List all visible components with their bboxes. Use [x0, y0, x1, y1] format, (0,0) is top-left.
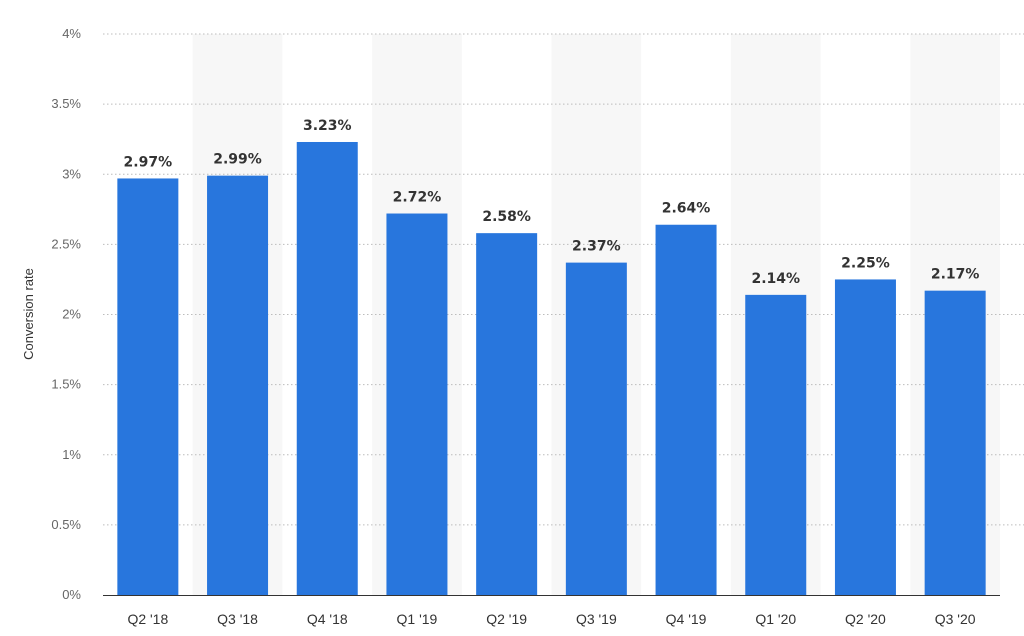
y-tick-label: 1% — [62, 447, 81, 462]
data-label: 2.25% — [841, 255, 890, 271]
x-tick-label: Q3 '18 — [217, 611, 258, 627]
bar — [745, 294, 807, 595]
y-tick-label: 0.5% — [51, 517, 81, 532]
x-tick-label: Q1 '19 — [397, 611, 438, 627]
y-tick-label: 2% — [62, 307, 81, 322]
data-label: 2.97% — [124, 154, 173, 170]
y-tick-label: 0% — [62, 587, 81, 602]
bar — [117, 178, 179, 595]
x-tick-label: Q3 '19 — [576, 611, 617, 627]
data-label: 2.72% — [393, 190, 442, 206]
data-label: 2.64% — [662, 201, 711, 217]
bar — [655, 224, 717, 596]
x-tick-label: Q4 '19 — [666, 611, 707, 627]
data-label: 2.14% — [751, 271, 800, 287]
x-tick-label: Q2 '18 — [127, 611, 168, 627]
data-label: 2.99% — [213, 152, 262, 168]
y-tick-label: 3.5% — [51, 96, 81, 111]
data-label: 3.23% — [303, 118, 352, 134]
x-tick-label: Q2 '19 — [486, 611, 527, 627]
x-tick-label: Q4 '18 — [307, 611, 348, 627]
y-tick-label: 1.5% — [51, 377, 81, 392]
data-label: 2.37% — [572, 239, 621, 255]
x-axis-ticks: Q2 '18 Q3 '18 Q4 '18 Q1 '19 Q2 '19 Q3 '19 Q4 '… — [127, 611, 975, 627]
bar — [386, 213, 448, 595]
data-label: 2.17% — [931, 267, 980, 283]
x-tick-label: Q1 '20 — [755, 611, 796, 627]
bar — [476, 233, 538, 595]
y-tick-label: 3% — [62, 166, 81, 181]
x-tick-label: Q3 '20 — [935, 611, 976, 627]
bar — [207, 175, 269, 595]
x-tick-label: Q2 '20 — [845, 611, 886, 627]
y-axis-ticks: 0% 0.5% 1% 1.5% 2% 2.5% 3% 3.5% 4% — [51, 26, 81, 602]
y-axis-title: Conversion rate — [21, 268, 36, 360]
bar — [924, 290, 986, 595]
data-label: 2.58% — [482, 209, 531, 225]
data-labels: 2.97% 2.99% 3.23% 2.72% 2.58% 2.37% 2.64% 2.14%… — [124, 118, 980, 287]
bar — [834, 279, 896, 595]
y-tick-label: 2.5% — [51, 236, 81, 251]
bar — [565, 262, 627, 595]
bars — [117, 141, 986, 596]
y-tick-label: 4% — [62, 26, 81, 41]
bar — [296, 141, 358, 595]
